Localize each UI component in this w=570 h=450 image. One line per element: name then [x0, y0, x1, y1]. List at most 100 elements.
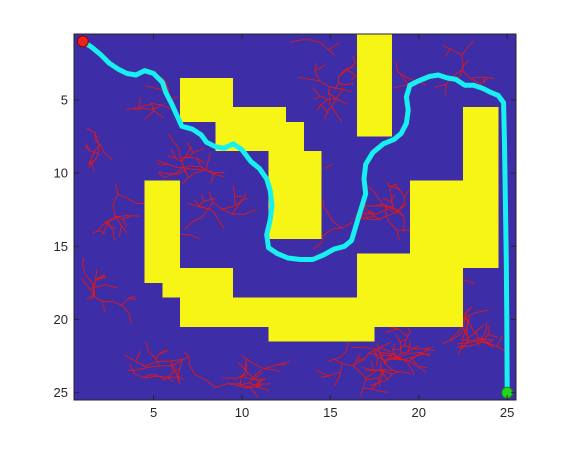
tree-edge — [364, 377, 380, 381]
tree-edge — [408, 364, 415, 375]
tree-edge — [385, 215, 391, 224]
tree-edge — [314, 95, 321, 100]
tree-edge — [405, 76, 417, 82]
tree-edge — [394, 184, 400, 191]
tree-edge — [399, 339, 407, 343]
tree-edge — [461, 69, 471, 79]
tree-edge — [128, 297, 137, 300]
tree-edge — [322, 228, 334, 237]
tree-edge — [328, 92, 339, 101]
tree-edge — [167, 155, 176, 159]
tree-edge — [480, 341, 489, 345]
tree-edge — [316, 104, 322, 111]
tree-edge — [390, 201, 395, 209]
tree-edge — [457, 346, 463, 355]
tree-edge — [200, 166, 211, 173]
obstacle-block — [409, 180, 463, 269]
tree-edge — [208, 201, 214, 210]
tree-edge — [151, 103, 155, 112]
tree-edge — [391, 371, 401, 375]
tree-edge — [461, 345, 472, 348]
tree-edge — [183, 167, 186, 174]
obstacles — [144, 34, 499, 342]
tree-edge — [246, 358, 254, 364]
tree-edge — [263, 364, 278, 370]
path-line — [80, 38, 510, 396]
tree-edge — [192, 148, 205, 154]
tree-edge — [442, 339, 452, 344]
tree-edge — [461, 329, 467, 341]
tree-edge — [379, 342, 391, 349]
tree-edge — [379, 215, 387, 220]
tree-edge — [328, 42, 340, 51]
tree-edge — [382, 370, 393, 375]
tree-edge — [252, 362, 265, 370]
tree-edge — [179, 156, 189, 159]
tree-edge — [238, 385, 245, 389]
tree-edge — [112, 204, 116, 216]
tree-edge — [241, 355, 248, 360]
tree-edge — [314, 70, 320, 82]
tree-edge — [168, 164, 178, 168]
tree-edge — [313, 241, 323, 250]
search-tree — [81, 39, 509, 397]
tree-edge — [333, 358, 343, 364]
obstacle-block — [268, 151, 322, 239]
tree-edge — [187, 152, 194, 158]
tree-edge — [248, 373, 257, 384]
tree-edge — [320, 375, 329, 378]
tree-edge — [170, 148, 176, 159]
tree-edge — [173, 142, 179, 148]
tree-edge — [184, 169, 190, 178]
tree-edge — [461, 339, 475, 341]
tree-edge — [331, 105, 336, 113]
tree-edge — [101, 227, 107, 235]
tree-edge — [372, 205, 387, 207]
x-tick-label: 5 — [150, 405, 157, 420]
tree-edge — [461, 64, 465, 71]
tree-edge — [464, 313, 468, 321]
tree-edge — [369, 383, 378, 386]
tree-edge — [340, 362, 343, 373]
tree-edge — [88, 160, 91, 168]
tree-edge — [117, 215, 128, 217]
tree-edge — [470, 76, 483, 79]
tree-edge — [247, 373, 259, 383]
tree-edge — [399, 344, 405, 350]
tree-edge — [158, 349, 166, 355]
tree-edge — [387, 208, 398, 214]
tree-edge — [379, 352, 382, 359]
tree-edge — [450, 333, 462, 341]
tree-edge — [361, 215, 375, 220]
tree-edge — [403, 336, 408, 346]
tree-edge — [188, 172, 196, 178]
tree-edge — [238, 382, 250, 387]
tree-edge — [86, 128, 96, 134]
tree-edge — [457, 326, 462, 333]
tree-edge — [408, 360, 419, 367]
tree-edge — [341, 362, 354, 367]
tree-edge — [205, 163, 208, 171]
tree-edge — [331, 97, 337, 107]
tree-edge — [418, 351, 431, 357]
tree-edge — [383, 369, 394, 372]
tree-edge — [394, 84, 409, 89]
tree-edge — [153, 104, 163, 110]
tree-edge — [94, 132, 100, 145]
tree-edge — [166, 376, 175, 382]
tree-edge — [364, 210, 368, 220]
tree-edge — [244, 358, 248, 369]
tree-edge — [117, 193, 127, 199]
tree-edge — [478, 334, 485, 342]
tree-edge — [320, 99, 328, 106]
tree-edge — [460, 328, 465, 335]
tree-edge — [456, 344, 467, 348]
tree-edge — [328, 92, 331, 100]
tree-edge — [362, 377, 367, 389]
tree-edge — [145, 342, 150, 353]
tree-edge — [367, 211, 375, 217]
tree-edge — [397, 71, 407, 78]
obstacle-block — [268, 326, 375, 342]
tree-edge — [182, 167, 194, 171]
